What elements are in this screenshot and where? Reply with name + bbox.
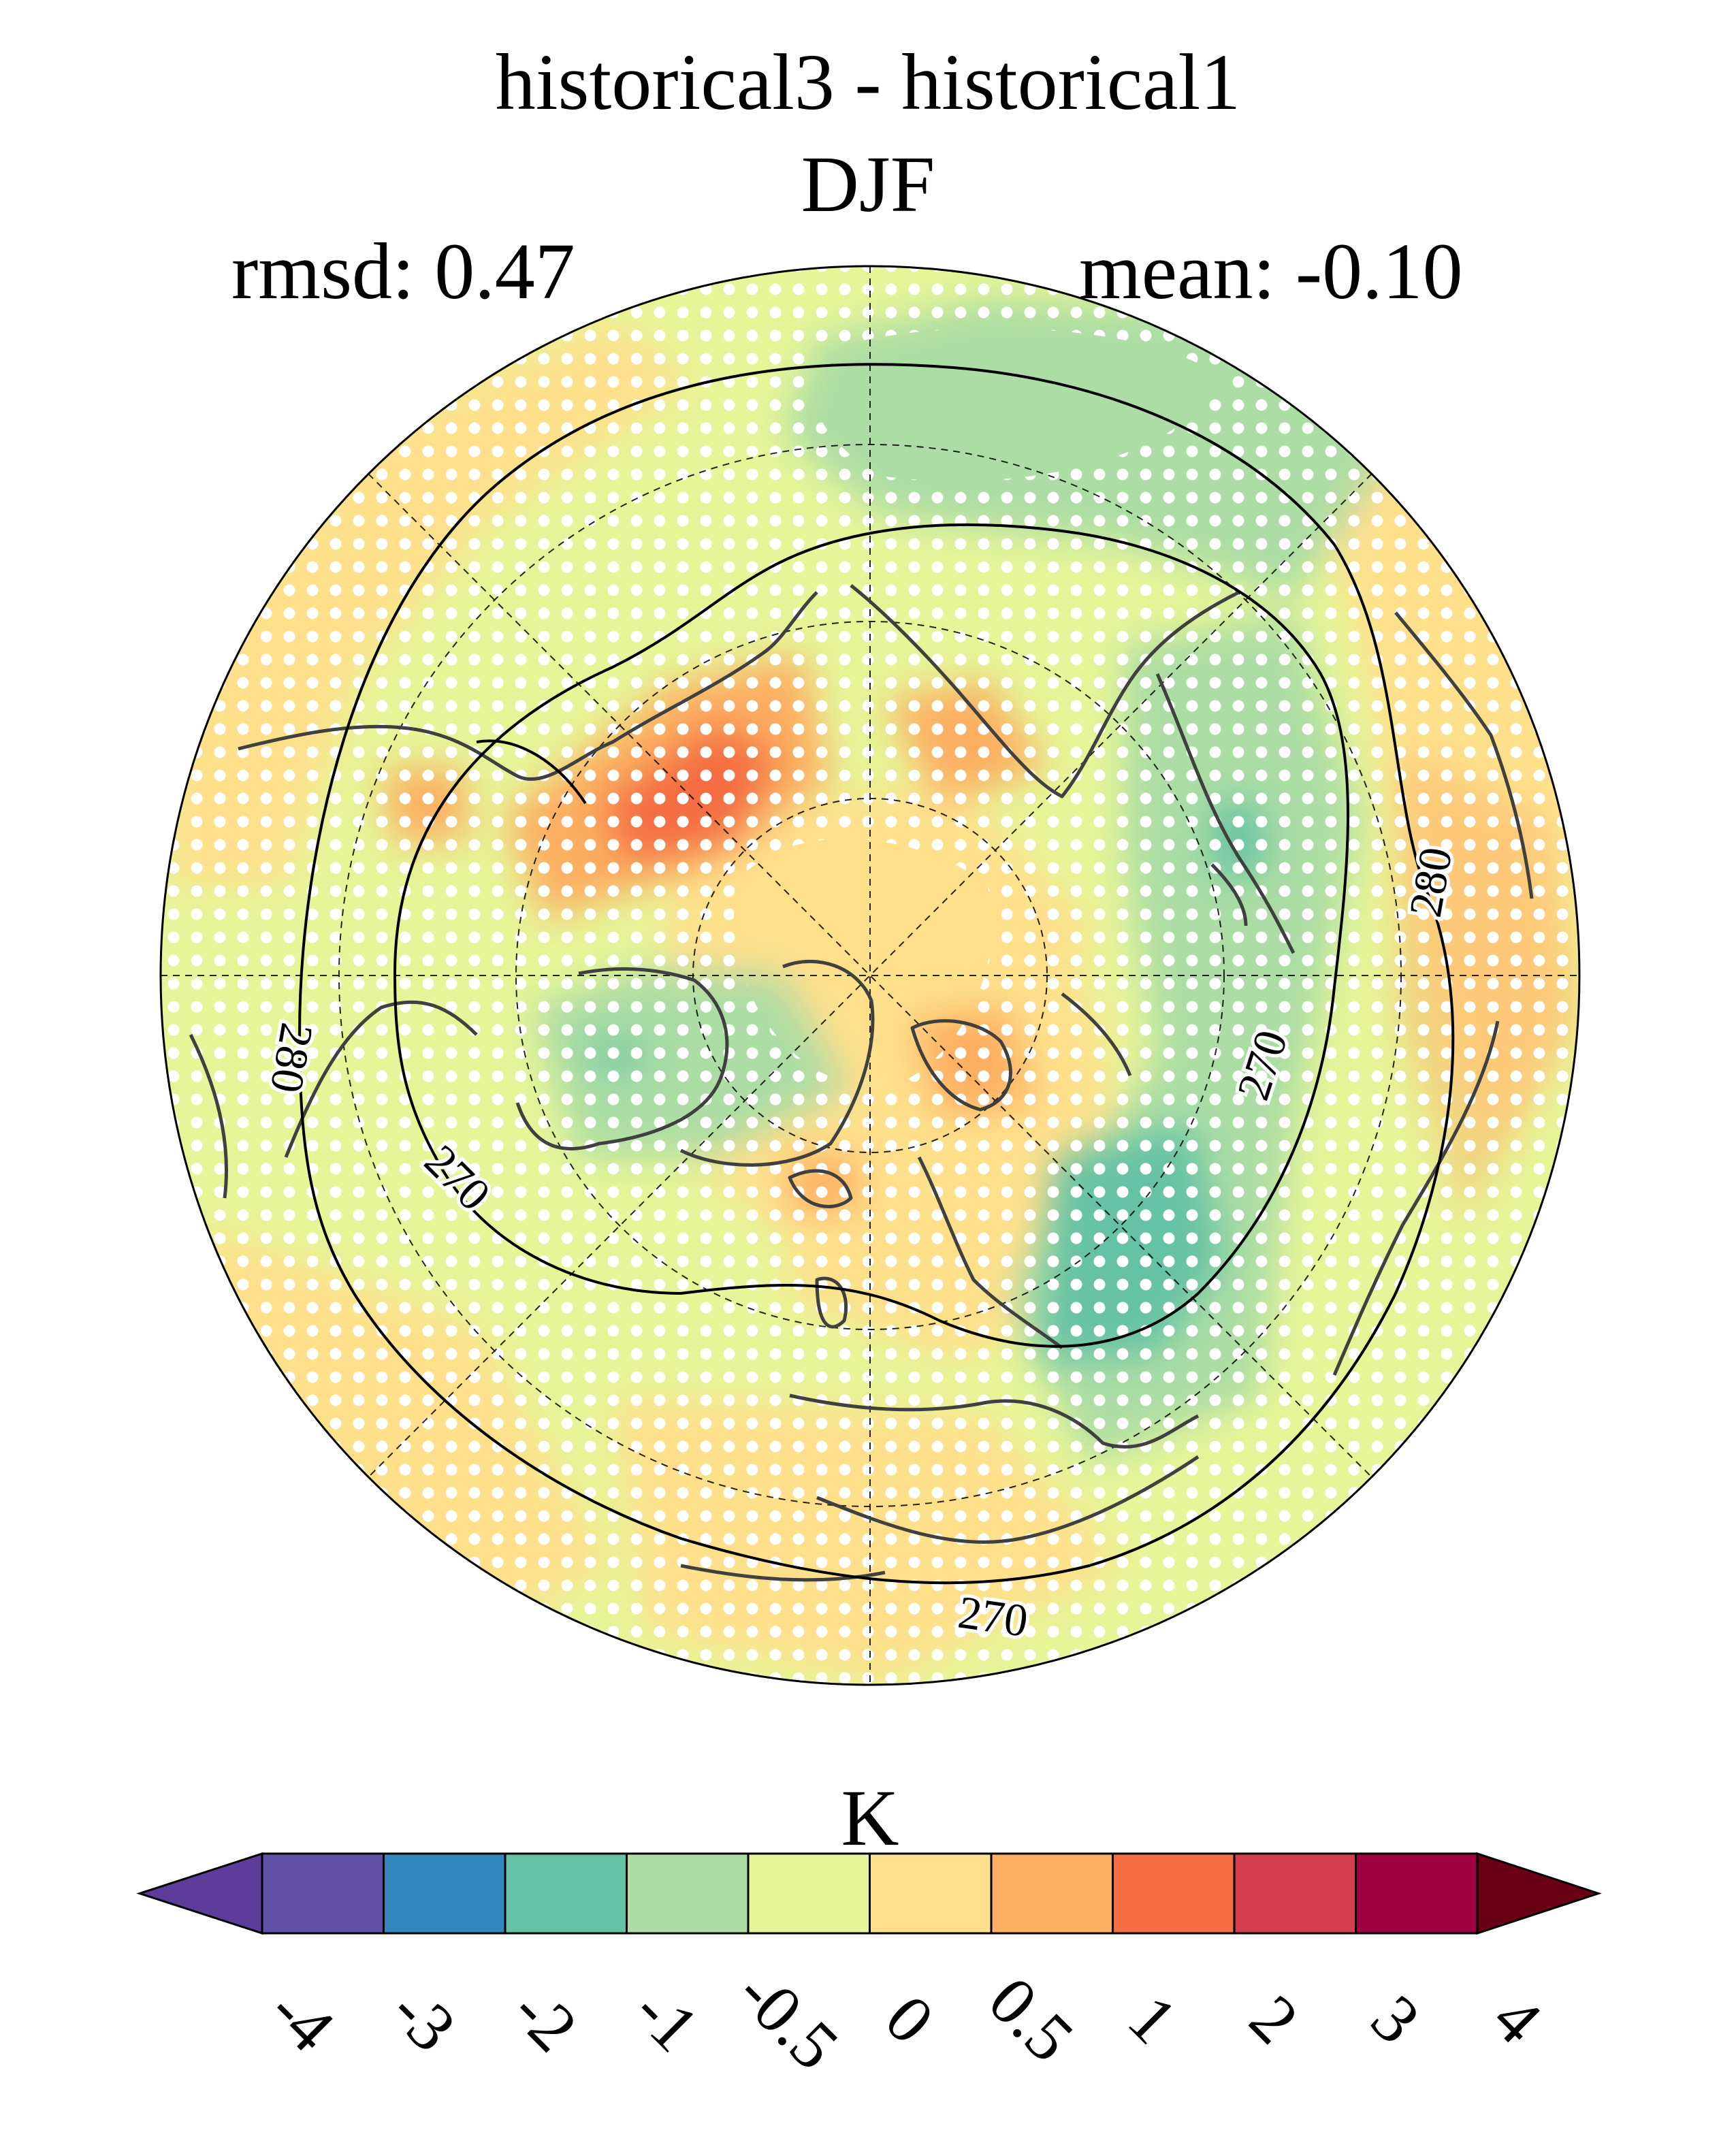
colorbar-box [990,1852,1114,1935]
colorbar-tick-label: -1 [620,1973,713,2066]
map-border [159,265,1581,1686]
contour-270 [393,523,1349,1348]
colorbar-tick-label: -2 [498,1973,592,2066]
colorbar-tick-label: 2 [1236,1980,1313,2058]
graticule [161,266,1579,1685]
colorbar-box [504,1852,628,1935]
contour-280-outer [298,363,1455,1585]
colorbar-box [626,1852,750,1935]
stippling [161,266,1579,1685]
colorbar-tick-label: 3 [1357,1980,1434,2058]
rmsd-label: rmsd: 0.47 [231,227,575,316]
colorbar-box [747,1852,871,1935]
colorbar-box [869,1852,993,1935]
climatology-contours [298,363,1455,1585]
contour-280-inner [476,739,587,805]
coastlines [189,584,1534,1582]
colorbar-tick-label: 1 [1114,1980,1191,2058]
colorbar-tick-label: 0.5 [974,1963,1088,2076]
colorbar-box [1233,1852,1357,1935]
colorbar-extend-low [136,1852,263,1935]
mean-label: mean: -0.10 [1079,227,1463,316]
season-label: DJF [801,140,935,229]
contour-label: 280 [1399,843,1462,921]
chart-title: historical3 - historical1 [495,37,1241,127]
colorbar-tick-label: 0 [871,1980,948,2058]
colorbar-box [1112,1852,1236,1935]
colorbar-box [261,1852,385,1935]
colorbar-tick-label: 4 [1479,1980,1556,2058]
colorbar-extend-high [1476,1852,1602,1935]
colorbar-unit: K [841,1773,899,1862]
colorbar-box [1355,1852,1479,1935]
polar-map: 280 270 270 270 280 [159,265,1581,1686]
colorbar-tick-label: -0.5 [723,1954,852,2084]
colorbar-tick-label: -4 [255,1973,349,2066]
colorbar-tick-label: -3 [376,1973,470,2066]
colorbar-box [383,1852,507,1935]
